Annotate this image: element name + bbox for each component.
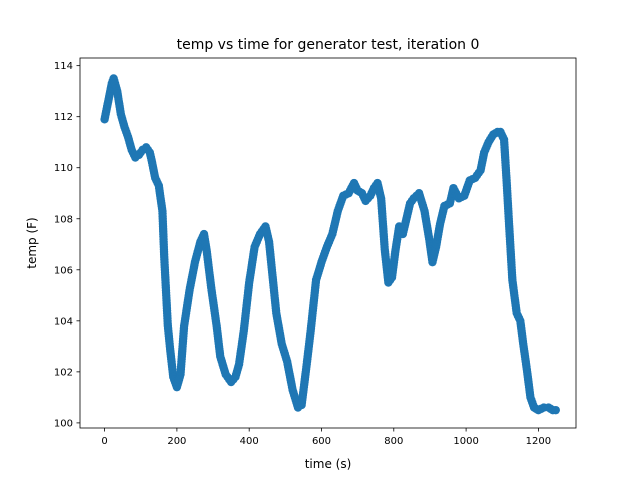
y-tick-label: 104 [54, 316, 73, 327]
x-axis-ticks: 0 200 400 600 800 1000 1200 [101, 428, 551, 447]
scatter-points [100, 74, 560, 415]
x-tick-label: 1000 [453, 436, 478, 447]
chart-title: temp vs time for generator test, iterati… [177, 37, 480, 53]
y-axis-label: temp (F) [25, 217, 39, 268]
y-tick-label: 112 [54, 112, 73, 123]
x-tick-label: 1200 [526, 436, 551, 447]
axes-frame [79, 57, 577, 429]
y-tick-label: 100 [54, 418, 73, 429]
y-axis-ticks: 100 102 104 106 108 110 112 114 [54, 61, 80, 429]
x-tick-label: 400 [240, 436, 259, 447]
data-point [551, 405, 560, 415]
y-tick-label: 110 [54, 163, 73, 174]
y-tick-label: 114 [54, 61, 73, 72]
y-tick-label: 108 [54, 214, 73, 225]
x-tick-label: 0 [101, 436, 107, 447]
x-tick-label: 600 [312, 436, 331, 447]
y-tick-label: 106 [54, 265, 73, 276]
y-tick-label: 102 [54, 367, 73, 378]
x-axis-label: time (s) [305, 457, 352, 471]
x-tick-label: 800 [384, 436, 403, 447]
x-tick-label: 200 [167, 436, 186, 447]
